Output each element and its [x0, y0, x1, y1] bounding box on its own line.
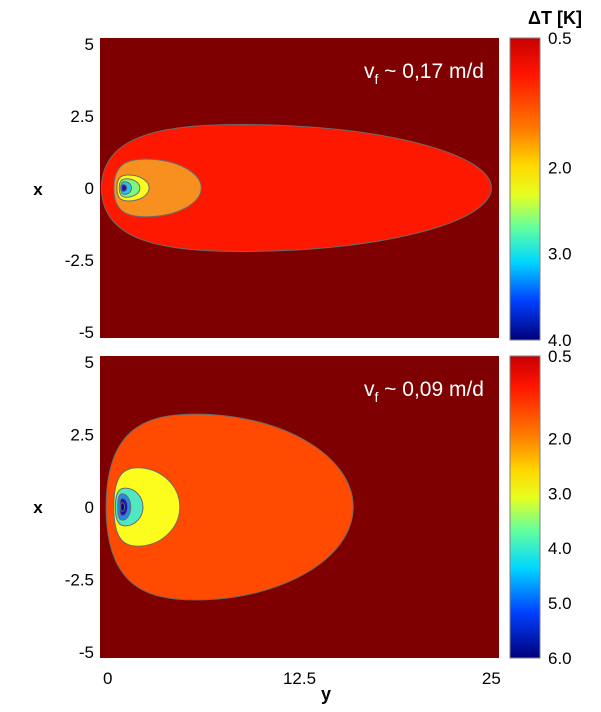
colorbar-tick-label: 0.5	[548, 347, 572, 366]
panel-bottom: vf ~ 0,09 m/d 5 2.5 0 -2.5 -5 x 0.5 2.0 3.0 4.0…	[33, 347, 571, 704]
contour-level-1	[113, 467, 181, 547]
colorbar-tick-label: 2.0	[548, 158, 572, 177]
contour-layer-top	[101, 124, 492, 252]
contour-level-1	[113, 158, 202, 218]
colorbar-ticks-bottom: 0.5 2.0 3.0 4.0 5.0 6.0	[548, 347, 572, 668]
x-axis-label: y	[321, 684, 331, 704]
colorbar-tick-label: 4.0	[548, 331, 572, 350]
y-tick-label: -5	[79, 323, 94, 342]
y-tick-label: -5	[79, 643, 94, 662]
contour-level-5	[120, 502, 126, 512]
x-tick-label: 0	[103, 669, 112, 688]
colorbar-tick-label: 3.0	[548, 245, 572, 264]
colorbar-bottom	[509, 355, 541, 659]
y-tick-label: -2.5	[65, 571, 94, 590]
x-tick-label: 25	[482, 669, 501, 688]
contour-level-0	[105, 413, 354, 601]
y-axis-ticks-top: 5 2.5 0 -2.5 -5	[65, 35, 94, 342]
y-tick-label: 5	[85, 35, 94, 54]
colorbar-top	[509, 37, 541, 341]
colorbar-tick-label: 0.5	[548, 29, 572, 48]
y-tick-label: 2.5	[70, 107, 94, 126]
y-tick-label: 2.5	[70, 425, 94, 444]
contour-level-5	[120, 184, 128, 192]
contour-level-0	[101, 124, 492, 252]
colorbar-tick-label: 3.0	[548, 484, 572, 503]
y-tick-label: 0	[85, 179, 94, 198]
y-tick-label: -2.5	[65, 251, 94, 270]
colorbar-tick-label: 2.0	[548, 429, 572, 448]
colorbar-tick-label: 5.0	[548, 594, 572, 613]
y-tick-label: 0	[85, 498, 94, 517]
colorbar-ticks-top: 0.5 2.0 3.0 4.0	[548, 29, 572, 350]
y-axis-ticks-bottom: 5 2.5 0 -2.5 -5	[65, 353, 94, 662]
x-tick-label: 12.5	[283, 669, 316, 688]
velocity-annotation-top: vf ~ 0,17 m/d	[364, 60, 484, 87]
colorbar-tick-label: 6.0	[548, 649, 572, 668]
contour-layer-bottom	[105, 413, 354, 601]
colorbar-tick-label: 4.0	[548, 539, 572, 558]
y-tick-label: 5	[85, 353, 94, 372]
velocity-annotation-bottom: vf ~ 0,09 m/d	[364, 378, 484, 405]
panel-top: vf ~ 0,17 m/d 5 2.5 0 -2.5 -5 x ΔT [K] 0.5 2.…	[33, 8, 582, 350]
x-axis-ticks: 0 12.5 25	[103, 669, 501, 688]
y-axis-label-bottom: x	[33, 498, 43, 517]
colorbar-title: ΔT [K]	[528, 8, 582, 28]
y-axis-label-top: x	[33, 180, 43, 199]
